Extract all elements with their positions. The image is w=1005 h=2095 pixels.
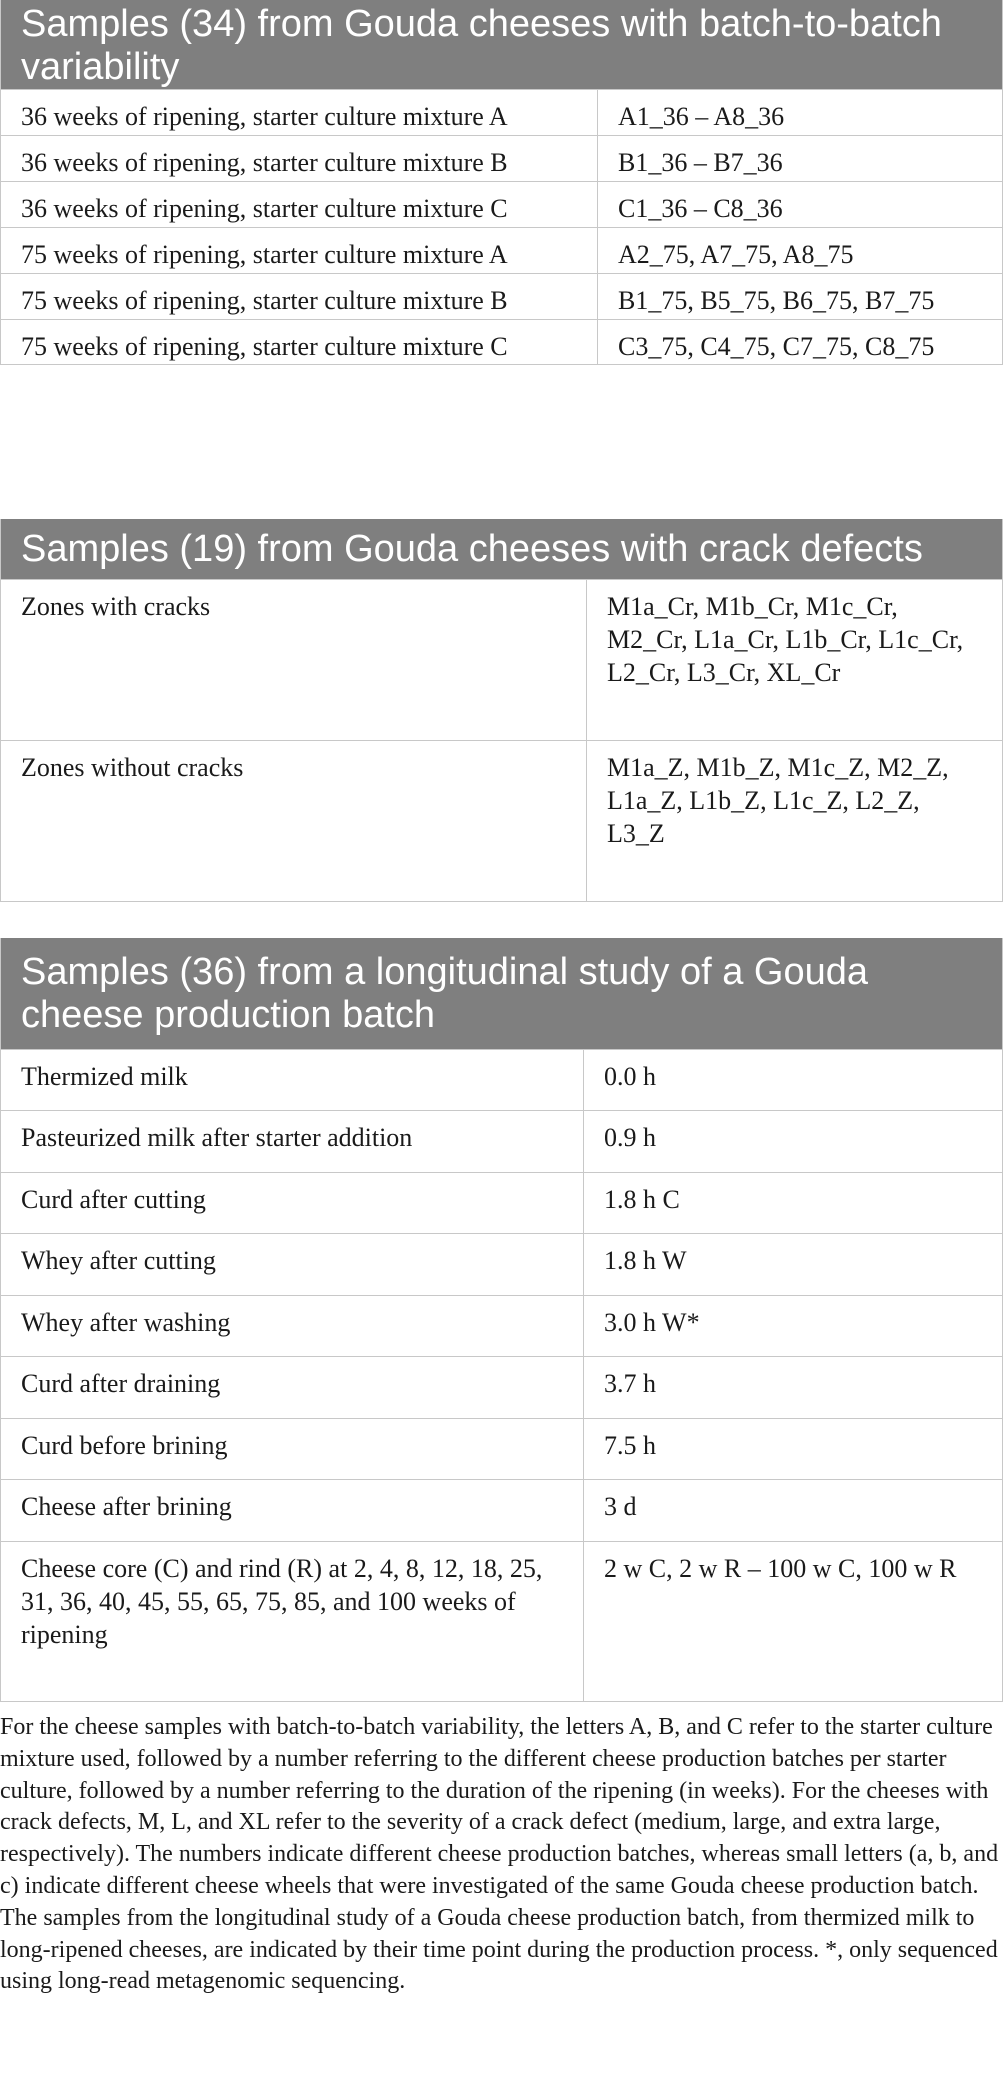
row-samples: B1_36 – B7_36	[618, 148, 783, 177]
row-description: Curd after draining	[1, 1357, 584, 1418]
row-samples: A1_36 – A8_36	[618, 102, 785, 131]
row-description: Whey after cutting	[1, 1234, 584, 1295]
table-row: 36 weeks of ripening, starter culture mi…	[1, 181, 1002, 227]
row-description: Thermized milk	[1, 1050, 584, 1110]
row-description: Cheese after brining	[1, 1480, 584, 1541]
row-samples: 3.7 h	[604, 1369, 656, 1398]
row-description: 75 weeks of ripening, starter culture mi…	[1, 274, 598, 319]
table-crack-defects: Samples (19) from Gouda cheeses with cra…	[0, 519, 1003, 902]
row-description: Curd before brining	[1, 1419, 584, 1479]
row-description: 36 weeks of ripening, starter culture mi…	[1, 90, 598, 135]
table-row: 36 weeks of ripening, starter culture mi…	[1, 135, 1002, 181]
row-samples: 7.5 h	[604, 1431, 656, 1460]
table-title: Samples (19) from Gouda cheeses with cra…	[1, 519, 1002, 579]
row-samples: 1.8 h C	[604, 1185, 680, 1214]
row-samples: 3 d	[604, 1492, 637, 1521]
table-title: Samples (36) from a longitudinal study o…	[1, 938, 1002, 1049]
row-samples: B1_75, B5_75, B6_75, B7_75	[618, 286, 935, 315]
table-longitudinal-study: Samples (36) from a longitudinal study o…	[0, 938, 1003, 1702]
row-description: Cheese core (C) and rind (R) at 2, 4, 8,…	[1, 1542, 584, 1701]
table-row: Cheese core (C) and rind (R) at 2, 4, 8,…	[1, 1541, 1002, 1702]
row-samples: M1a_Cr, M1b_Cr, M1c_Cr, M2_Cr, L1a_Cr, L…	[607, 592, 964, 687]
table-row: Pasteurized milk after starter addition …	[1, 1110, 1002, 1172]
row-description: 75 weeks of ripening, starter culture mi…	[1, 228, 598, 273]
row-samples: C3_75, C4_75, C7_75, C8_75	[618, 332, 935, 361]
table-row: 36 weeks of ripening, starter culture mi…	[1, 89, 1002, 135]
row-description: 36 weeks of ripening, starter culture mi…	[1, 182, 598, 227]
table-title: Samples (34) from Gouda cheeses with bat…	[1, 0, 1002, 89]
row-samples: A2_75, A7_75, A8_75	[618, 240, 854, 269]
table-row: Cheese after brining 3 d	[1, 1479, 1002, 1541]
table-row: Curd before brining 7.5 h	[1, 1418, 1002, 1479]
row-description: Curd after cutting	[1, 1173, 584, 1233]
table-row: 75 weeks of ripening, starter culture mi…	[1, 227, 1002, 273]
row-description: 75 weeks of ripening, starter culture mi…	[1, 320, 598, 364]
row-samples: M1a_Z, M1b_Z, M1c_Z, M2_Z, L1a_Z, L1b_Z,…	[607, 753, 949, 848]
row-description: 36 weeks of ripening, starter culture mi…	[1, 136, 598, 181]
table-row: Zones with cracks M1a_Cr, M1b_Cr, M1c_Cr…	[1, 579, 1002, 740]
table-footnote: For the cheese samples with batch-to-bat…	[0, 1714, 999, 1995]
table-row: Curd after draining 3.7 h	[1, 1356, 1002, 1418]
row-description: Zones with cracks	[1, 580, 587, 740]
table-row: Whey after washing 3.0 h W*	[1, 1295, 1002, 1356]
row-samples: 2 w C, 2 w R – 100 w C, 100 w R	[604, 1554, 957, 1583]
table-row: 75 weeks of ripening, starter culture mi…	[1, 273, 1002, 319]
row-description: Pasteurized milk after starter addition	[1, 1111, 584, 1172]
row-samples: 0.9 h	[604, 1123, 656, 1152]
row-samples: C1_36 – C8_36	[618, 194, 783, 223]
row-description: Zones without cracks	[1, 741, 587, 901]
table-row: Whey after cutting 1.8 h W	[1, 1233, 1002, 1295]
row-description: Whey after washing	[1, 1296, 584, 1356]
row-samples: 1.8 h W	[604, 1246, 687, 1275]
table-row: Curd after cutting 1.8 h C	[1, 1172, 1002, 1233]
row-samples: 0.0 h	[604, 1062, 656, 1091]
row-samples: 3.0 h W*	[604, 1308, 700, 1337]
table-row: 75 weeks of ripening, starter culture mi…	[1, 319, 1002, 365]
table-row: Thermized milk 0.0 h	[1, 1049, 1002, 1110]
table-row: Zones without cracks M1a_Z, M1b_Z, M1c_Z…	[1, 740, 1002, 902]
table-batch-variability: Samples (34) from Gouda cheeses with bat…	[0, 0, 1003, 365]
